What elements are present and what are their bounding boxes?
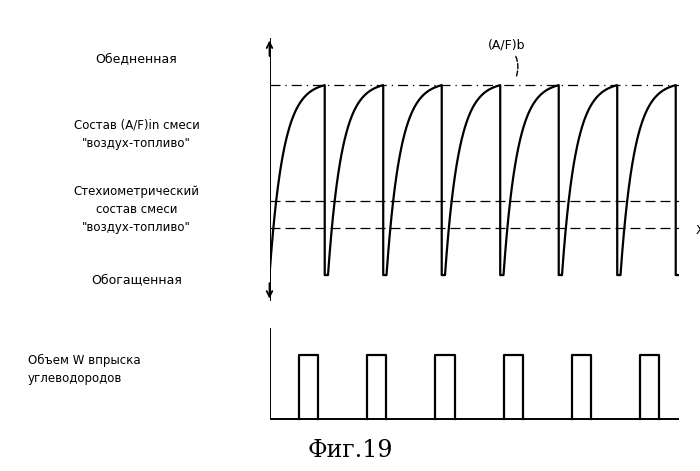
Text: Состав (A/F)in смеси
"воздух-топливо": Состав (A/F)in смеси "воздух-топливо" (74, 119, 200, 150)
Text: (A/F)b: (A/F)b (489, 38, 526, 77)
Text: X: X (695, 224, 700, 237)
Text: Обогащенная: Обогащенная (91, 274, 182, 287)
Text: Фиг.19: Фиг.19 (307, 439, 393, 462)
Text: Объем W впрыска
углеводородов: Объем W впрыска углеводородов (28, 354, 141, 385)
Text: Обедненная: Обедненная (96, 52, 177, 65)
Text: Стехиометрический
состав смеси
"воздух-топливо": Стехиометрический состав смеси "воздух-т… (74, 185, 200, 234)
